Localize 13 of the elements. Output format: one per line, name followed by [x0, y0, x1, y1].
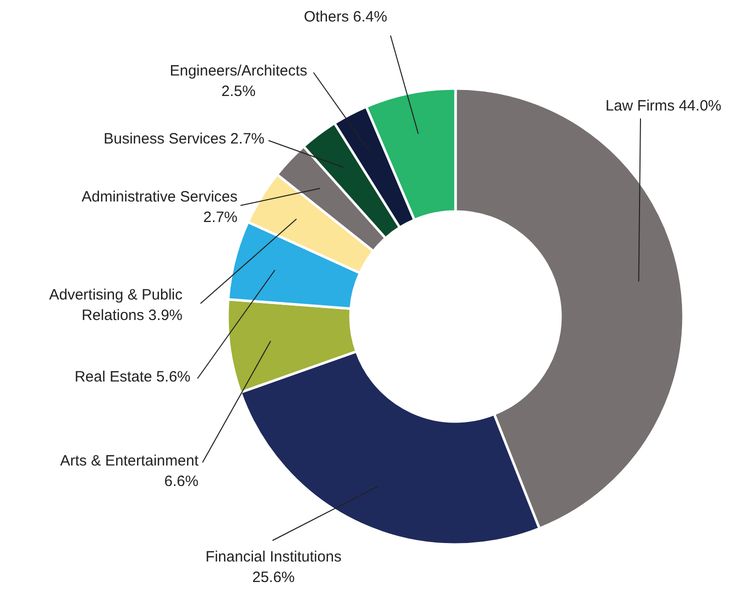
slice-label: Financial Institutions	[206, 548, 342, 566]
data-label: 2.5%	[221, 82, 256, 100]
slice-label: Administrative Services	[82, 188, 238, 206]
slice-label: Real Estate 5.6%	[74, 368, 191, 386]
data-label: 6.6%	[164, 472, 199, 490]
slice-label: Advertising & Public Relations 3.9%	[49, 286, 183, 324]
slice-label: Engineers/Architects	[170, 62, 308, 80]
slice-label: Arts & Entertainment	[60, 452, 200, 470]
data-label: 25.6%	[252, 568, 295, 586]
slice-label: Others 6.4%	[304, 8, 388, 26]
slice-label: Law Firms 44.0%	[606, 98, 722, 114]
slice-label: Business Services 2.7%	[104, 130, 264, 148]
data-label: 2.7%	[203, 208, 238, 226]
